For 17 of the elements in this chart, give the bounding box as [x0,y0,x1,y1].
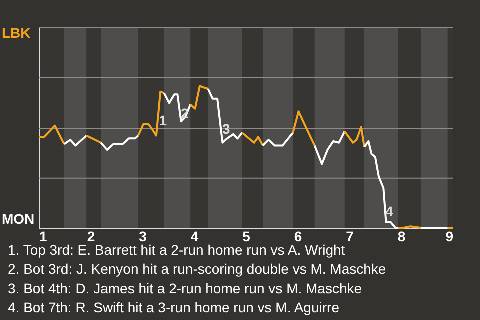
text: MON [2,211,35,227]
text: 1. Top 3rd: E. Barrett hit a 2-run home run vs A. Wright [8,242,346,258]
x-tick-label: 1 [40,228,48,244]
x-tick-label: 6 [294,228,302,244]
text: 3. Bot 4th: D. James hit a 2-run home run vs M. Maschke [8,280,362,296]
x-tick-label: 7 [346,228,354,244]
x-tick-label: 9 [446,228,454,244]
x-tick-label: 3 [139,228,148,244]
text: 2. Bot 3rd: J. Kenyon hit a run-scoring double vs M. Maschke [8,261,386,278]
x-tick-label: 8 [398,228,406,244]
x-tick-label: 4 [190,228,199,244]
x-tick-label: 5 [242,228,251,244]
text: LBK [2,25,31,41]
annotation: 1 [159,112,168,129]
text: 4. Bot 7th: R. Swift hit a 3-run home run vs M. Aguirre [8,300,340,316]
x-tick-label: 2 [87,228,96,244]
annotation: 3 [222,121,230,138]
